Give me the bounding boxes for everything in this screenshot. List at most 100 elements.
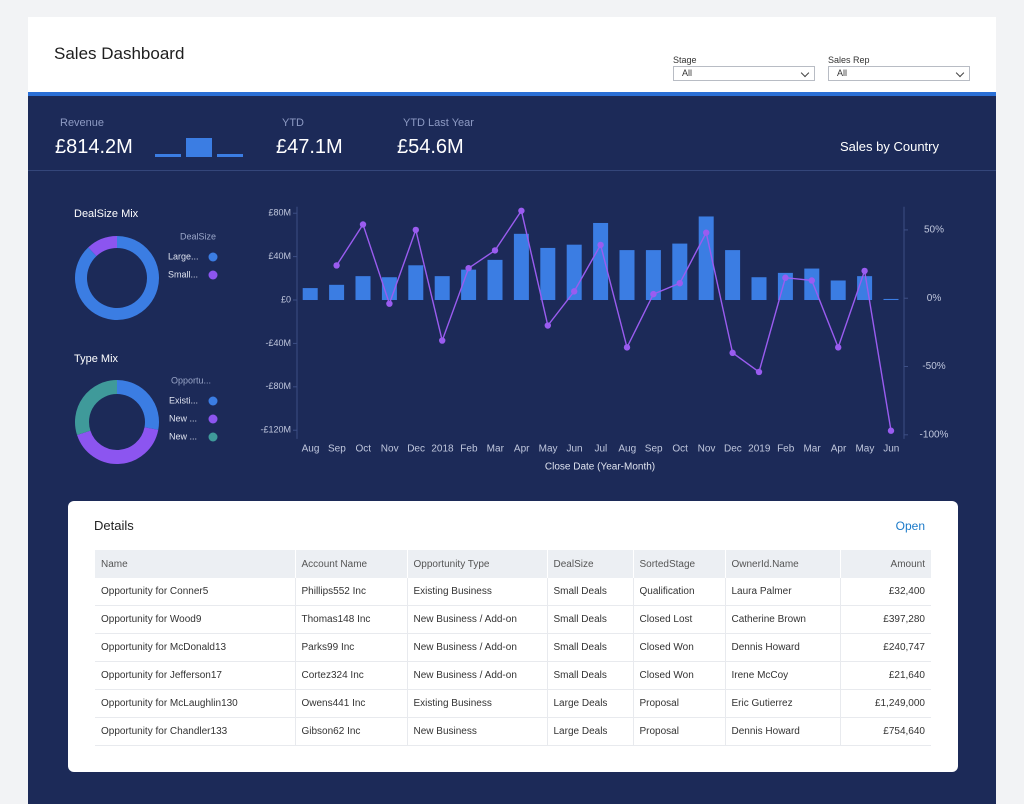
line-point [623,344,631,351]
legend-label: New ... [169,431,197,441]
bar [725,250,741,301]
table-cell: £754,640 [840,717,931,746]
x-tick-label: Apr [514,444,530,455]
x-tick-label: 2019 [748,444,771,455]
line-point [491,247,499,254]
filter-label: Sales Rep [828,55,870,65]
column-header: Account Name [295,550,408,578]
chart-title: Type Mix [74,353,119,365]
donut-segment [75,236,159,320]
bar [513,233,529,301]
kpi-value: £54.6M [397,136,464,158]
section-link[interactable]: Sales by Country [840,139,939,154]
table-container: Name Account Name Opportunity Type DealSize… [95,550,931,752]
table-cell: New Business / Add-on [407,661,548,690]
y-tick-label: £40M [268,251,291,261]
table-cell: £397,280 [840,605,931,634]
bar [408,265,424,301]
table-cell: Parks99 Inc [295,633,408,662]
table-cell: Large Deals [547,689,634,718]
bar [619,250,635,301]
table-row: Opportunity for McLaughlin130 Owens441 In… [95,689,931,718]
bar [461,269,477,301]
table-cell: Small Deals [547,661,634,690]
table-cell: Dennis Howard [725,717,841,746]
filter-dropdown[interactable]: All [673,66,815,81]
table-cell: Irene McCoy [725,661,841,690]
table-cell: Existing Business [407,689,548,718]
column-header: Opportunity Type [407,550,548,578]
table-cell: Closed Lost [633,605,726,634]
bar [883,298,899,301]
table-cell: Thomas148 Inc [295,605,408,634]
table-cell: Opportunity for Wood9 [95,605,296,634]
sparkline-bar [186,138,212,157]
column-header: DealSize [547,550,634,578]
x-tick-label: Nov [381,444,399,455]
x-tick-label: Apr [831,444,847,455]
kpi-value: £47.1M [276,136,343,158]
bar [804,268,820,301]
table-cell: £240,747 [840,633,931,662]
y2-tick-label: 0% [927,293,942,304]
donut-segment [88,236,118,257]
line-point [808,277,815,284]
line-point [359,221,367,228]
filter-dropdown[interactable]: All [828,66,970,81]
table-cell: Small Deals [547,633,634,662]
details-card: Details Open Name Account Name Opportunity… [68,501,958,772]
table-cell: New Business / Add-on [407,633,548,662]
x-tick-label: Sep [645,444,663,455]
table-cell: Dennis Howard [725,633,841,662]
table-row: Opportunity for McDonald13 Parks99 Inc New… [95,633,931,662]
open-link[interactable]: Open [895,519,925,533]
kpi-label: YTD Last Year [403,117,474,129]
table-cell: Opportunity for McLaughlin130 [95,689,296,718]
donut-segment [75,380,118,435]
bar [329,284,345,301]
legend-title: Opportu... [171,375,211,385]
table-cell: Small Deals [547,578,634,606]
table-cell: Opportunity for Chandler133 [95,717,296,746]
bar [434,276,450,301]
bar [645,250,661,301]
donut-segment [116,380,159,430]
y-tick-label: -£40M [265,338,291,348]
x-tick-label: Dec [724,444,742,455]
x-tick-label: Jul [595,444,608,455]
table-cell: Opportunity for Conner5 [95,578,296,606]
x-tick-label: Aug [618,444,636,455]
table-row: Opportunity for Chandler133 Gibson62 Inc N… [95,717,931,746]
sparkline-bar [155,154,181,157]
table-cell: Closed Won [633,661,726,690]
table-row: Opportunity for Conner5 Phillips552 Inc Ex… [95,578,931,606]
y-tick-label: -£120M [260,425,291,435]
charts: DealSize Mix DealSize Large... Small... Type… [74,206,949,473]
x-tick-label: Oct [356,444,372,455]
kpi-label: Revenue [60,117,105,129]
x-tick-label: Nov [698,444,716,455]
line-point [544,322,551,329]
table-cell: Proposal [633,689,726,718]
legend-swatch [208,270,218,280]
kpi-label: YTD [282,117,304,129]
line-point [465,264,472,272]
y2-tick-label: -100% [920,429,949,440]
table-cell: £1,249,000 [840,689,931,718]
line-point [861,267,868,275]
x-tick-label: Mar [487,444,505,455]
column-header: OwnerId.Name [725,550,841,578]
y-tick-label: £80M [268,208,291,218]
legend-label: Large... [168,251,199,261]
line-point [412,226,419,234]
bar [487,259,503,301]
header-row: Name Account Name Opportunity Type DealSize… [95,550,931,578]
filter-label: Stage [673,55,697,65]
x-tick-label: Dec [407,444,425,455]
x-tick-label: Feb [460,444,478,455]
line-point [755,368,763,376]
line-point [887,427,895,434]
table-cell: £32,400 [840,578,931,606]
kpi-value: £814.2M [55,136,133,158]
x-tick-label: Oct [672,444,688,455]
